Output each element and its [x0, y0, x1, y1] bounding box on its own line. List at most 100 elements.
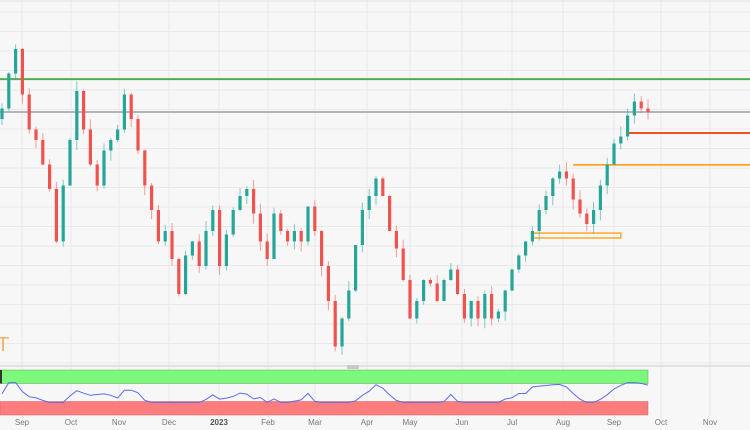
candle-down	[320, 231, 324, 266]
candle-up	[517, 255, 521, 270]
candle-down	[150, 185, 154, 210]
candle-up	[469, 301, 473, 319]
candle-up	[483, 294, 487, 319]
candle-down	[197, 241, 201, 266]
pane-resize-handle[interactable]	[347, 365, 359, 369]
candle-down	[129, 94, 133, 119]
x-tick-label: 2023	[210, 418, 228, 427]
candle-up	[537, 210, 541, 231]
rsi-line	[1, 382, 649, 403]
candle-down	[462, 294, 466, 319]
candle-up	[184, 255, 188, 294]
candle-up	[340, 318, 344, 347]
candle-up	[551, 178, 555, 196]
candle-down	[286, 231, 290, 242]
candle-down	[136, 119, 140, 151]
rsi-oversold-zone	[0, 401, 649, 416]
candle-up	[422, 280, 426, 301]
candle-down	[27, 94, 31, 130]
candle-down	[143, 150, 147, 186]
candle-down	[170, 231, 174, 259]
candle-up	[598, 185, 602, 210]
candle-up	[503, 290, 507, 312]
rsi-panel	[0, 369, 649, 416]
x-tick-label: Aug	[556, 418, 570, 427]
candle-down	[476, 301, 480, 319]
candle-up	[272, 213, 276, 259]
candle-down	[299, 231, 303, 242]
candle-down	[646, 108, 650, 112]
x-axis: Sep Oct Nov Dec 2023 Feb Mar Apr May Jun Jul Aug Sep…	[15, 418, 717, 427]
candle-up	[360, 210, 364, 245]
candle-down	[333, 301, 337, 347]
candle-up	[292, 231, 296, 242]
candle-down	[408, 280, 412, 319]
candle-up	[75, 91, 79, 140]
candle-up	[612, 143, 616, 165]
candle-down	[578, 199, 582, 214]
candle-down	[326, 266, 330, 301]
candle-down	[156, 210, 160, 242]
candle-up	[367, 196, 371, 210]
candle-up	[238, 196, 242, 210]
candle-up	[211, 210, 215, 231]
rsi-marker	[0, 370, 2, 384]
candle-up	[530, 231, 534, 242]
candle-up	[510, 269, 514, 291]
candle-down	[218, 210, 222, 266]
candle-up	[0, 108, 4, 119]
candle-up	[544, 196, 548, 210]
x-tick-label: Nov	[703, 418, 717, 427]
candle-down	[258, 213, 262, 242]
candle-up	[306, 206, 310, 242]
x-tick-label: May	[402, 418, 417, 427]
candle-down	[279, 213, 283, 231]
candle-down	[381, 178, 385, 196]
candle-down	[252, 189, 256, 214]
candle-down	[265, 241, 269, 259]
x-tick-label: Apr	[361, 418, 374, 427]
candle-down	[48, 164, 52, 189]
candle-up	[204, 231, 208, 266]
candle-up	[442, 280, 446, 301]
candle-down	[435, 283, 439, 301]
candle-up	[116, 129, 120, 140]
candle-down	[20, 49, 24, 95]
x-tick-label: Feb	[261, 418, 275, 427]
candle-down	[34, 129, 38, 140]
candle-up	[14, 49, 18, 74]
candle-down	[639, 101, 643, 109]
candle-down	[388, 196, 392, 231]
candle-down	[95, 164, 99, 186]
candle-down	[394, 231, 398, 249]
candle-up	[558, 171, 562, 179]
candle-down	[571, 178, 575, 200]
candle-down	[490, 294, 494, 319]
candle-up	[449, 269, 453, 280]
candle-down	[401, 248, 405, 280]
levels	[0, 78, 750, 239]
candle-up	[231, 210, 235, 235]
candle-up	[347, 290, 351, 319]
candle-down	[177, 259, 181, 294]
x-tick-label: Sep	[15, 418, 30, 427]
candle-up	[605, 164, 609, 186]
candle-up	[619, 136, 623, 144]
watermark-text: T	[0, 334, 10, 356]
candles	[0, 44, 650, 355]
candle-down	[82, 91, 86, 130]
x-tick-label: Oct	[655, 418, 668, 427]
candle-down	[54, 189, 58, 242]
candle-up	[626, 115, 630, 137]
x-tick-label: Jun	[456, 418, 469, 427]
candle-up	[245, 189, 249, 196]
candle-up	[163, 231, 167, 242]
candle-up	[102, 150, 106, 186]
grid	[0, 0, 750, 418]
candle-up	[61, 185, 65, 242]
rsi-overbought-zone	[0, 369, 649, 384]
candle-up	[109, 140, 113, 151]
candle-up	[524, 241, 528, 256]
candle-up	[122, 94, 126, 130]
